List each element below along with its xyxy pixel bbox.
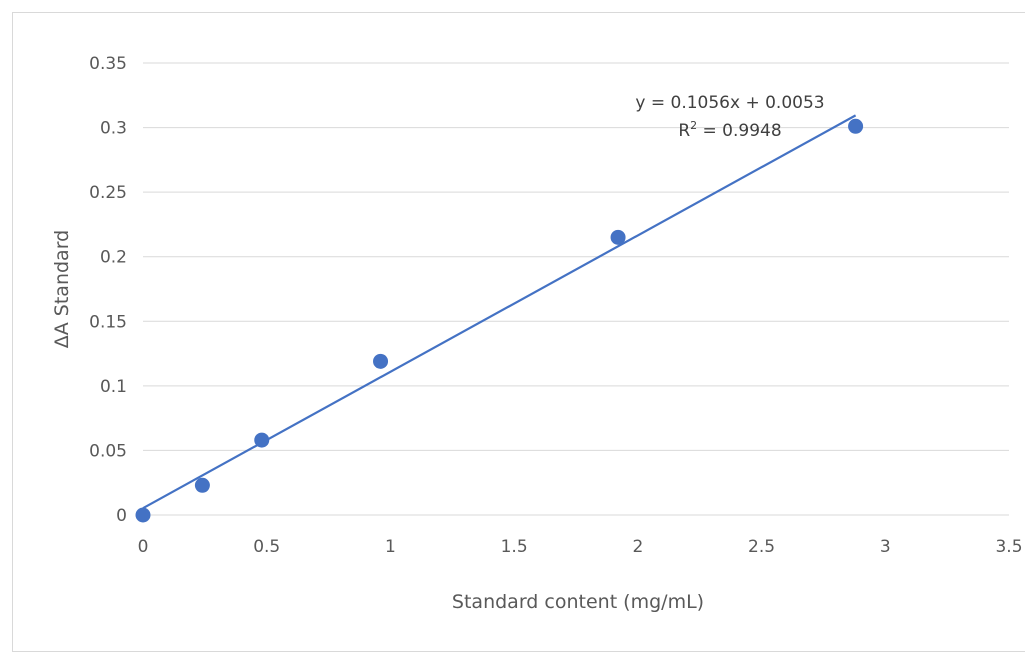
data-point — [373, 353, 389, 369]
y-tick-label: 0.05 — [89, 441, 127, 461]
data-point — [194, 477, 210, 493]
trendline-equation: y = 0.1056x + 0.0053 — [635, 93, 824, 113]
y-tick-label: 0.2 — [100, 248, 127, 268]
r-squared-label: R2 = 0.9948 — [678, 119, 781, 141]
y-tick-label: 0.35 — [89, 54, 127, 74]
x-tick-label: 2 — [632, 537, 643, 557]
trendline-layer — [142, 114, 857, 510]
scatter-chart: 0 0.05 0.1 0.15 0.2 0.25 0.3 0.35 0 0.5 1 1.5 2 2.5 3 3… — [51, 54, 1023, 613]
data-point — [135, 507, 151, 523]
tick-labels: 0 0.05 0.1 0.15 0.2 0.25 0.3 0.35 0 0.5 1 1.5 2 2.5 3 3… — [89, 54, 1022, 557]
y-axis-title: ΔA Standard — [51, 230, 73, 348]
data-point — [848, 118, 864, 134]
y-tick-label: 0.3 — [100, 119, 127, 139]
data-point — [254, 432, 270, 448]
x-tick-label: 2.5 — [748, 537, 775, 557]
y-tick-label: 0.15 — [89, 312, 127, 332]
x-tick-label: 3.5 — [995, 537, 1022, 557]
x-tick-label: 0 — [138, 537, 149, 557]
y-tick-label: 0.1 — [100, 377, 127, 397]
r-squared-prefix: R — [678, 121, 690, 141]
x-axis-title: Standard content (mg/mL) — [452, 591, 704, 613]
y-tick-label: 0.25 — [89, 183, 127, 203]
x-tick-label: 3 — [880, 537, 891, 557]
x-tick-label: 1.5 — [501, 537, 528, 557]
r-squared-superscript: 2 — [690, 119, 697, 132]
data-points — [135, 118, 864, 523]
linear-trendline — [142, 114, 857, 510]
gridlines — [143, 62, 1009, 516]
data-point — [610, 229, 626, 245]
y-tick-label: 0 — [116, 506, 127, 526]
x-tick-label: 0.5 — [253, 537, 280, 557]
x-tick-label: 1 — [385, 537, 396, 557]
r-squared-value: = 0.9948 — [697, 121, 782, 141]
